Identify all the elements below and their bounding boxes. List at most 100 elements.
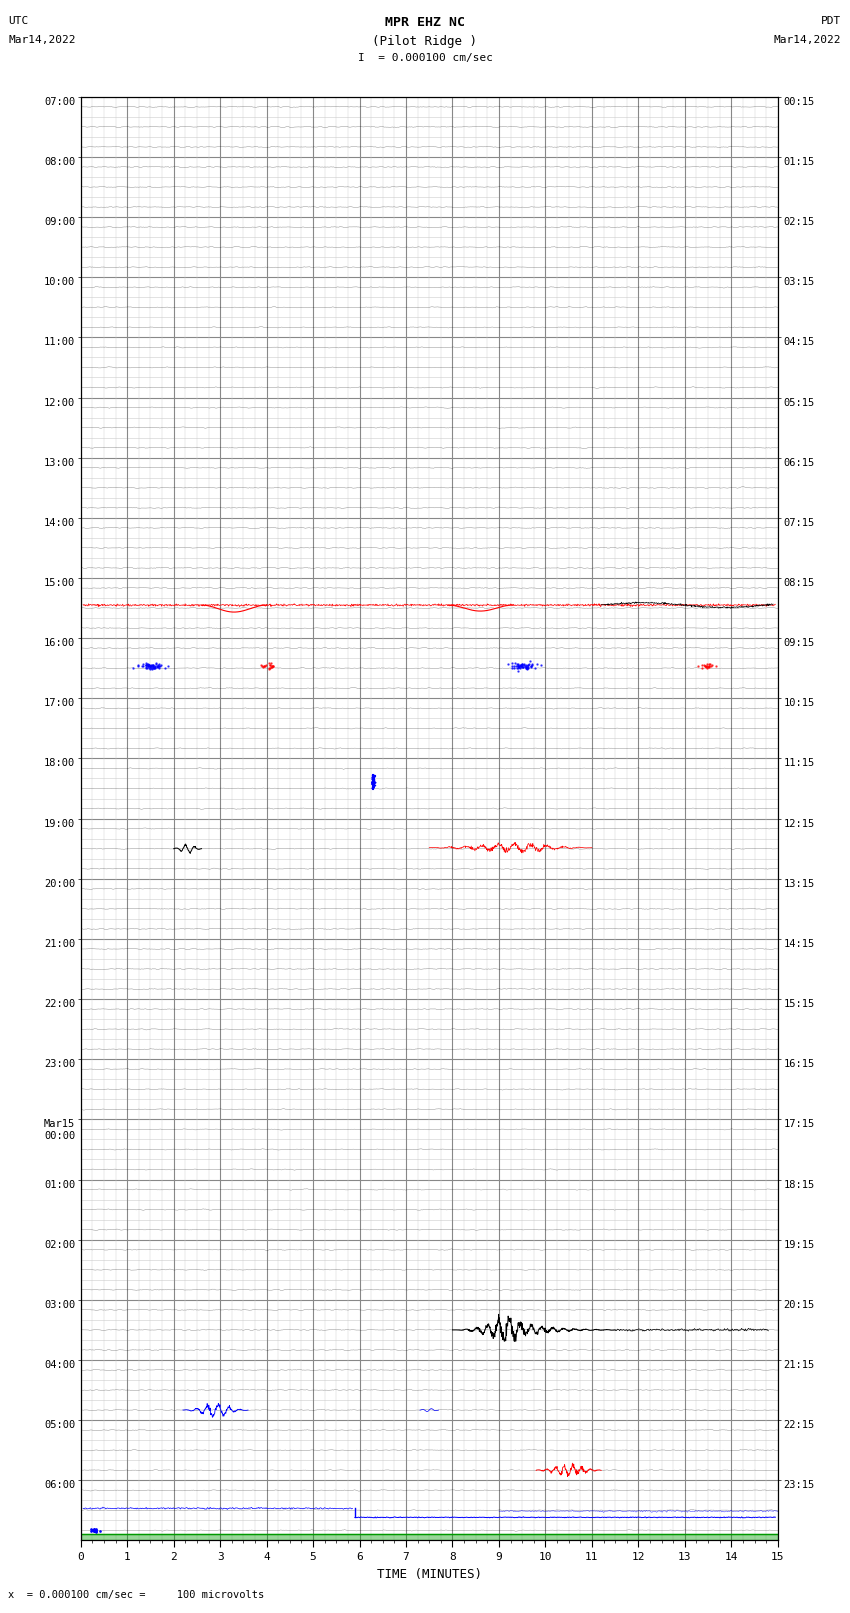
Point [139, 653, 152, 679]
Point [512, 653, 525, 679]
Point [699, 653, 712, 679]
Point [139, 655, 153, 681]
Point [87, 1516, 100, 1542]
Point [141, 653, 155, 679]
Point [147, 655, 161, 681]
Point [519, 655, 533, 681]
Point [507, 655, 521, 681]
Point [507, 653, 521, 679]
Point [137, 650, 150, 676]
Point [514, 652, 528, 677]
Point [154, 652, 167, 677]
Point [87, 1518, 100, 1544]
Point [520, 655, 534, 681]
Point [264, 655, 277, 681]
Point [141, 652, 155, 677]
Point [701, 653, 715, 679]
Point [89, 1519, 103, 1545]
Point [262, 655, 275, 681]
Point [522, 652, 536, 677]
Point [152, 655, 166, 681]
Point [141, 653, 155, 679]
Point [519, 655, 533, 681]
Point [522, 652, 536, 677]
Point [530, 652, 544, 677]
Point [700, 653, 713, 679]
Text: Mar14,2022: Mar14,2022 [8, 35, 76, 45]
Point [512, 652, 525, 677]
Text: x  = 0.000100 cm/sec =     100 microvolts: x = 0.000100 cm/sec = 100 microvolts [8, 1590, 264, 1600]
Point [147, 655, 161, 681]
Point [513, 655, 526, 681]
Point [140, 652, 154, 677]
Point [515, 652, 529, 677]
Point [144, 656, 157, 682]
Point [143, 653, 156, 679]
Point [132, 652, 145, 677]
Point [88, 1518, 102, 1544]
Point [84, 1518, 98, 1544]
Point [709, 653, 722, 679]
Point [142, 653, 156, 679]
Point [256, 653, 269, 679]
Point [265, 653, 279, 679]
Point [501, 652, 514, 677]
Point [151, 653, 165, 679]
Point [258, 653, 272, 679]
Point [535, 652, 548, 677]
Point [264, 655, 278, 681]
Point [150, 653, 164, 679]
Point [706, 652, 719, 677]
Point [702, 653, 716, 679]
Point [146, 655, 160, 681]
Point [699, 653, 712, 679]
Point [524, 653, 537, 679]
Point [515, 655, 529, 681]
Point [266, 653, 280, 679]
Point [149, 652, 162, 677]
Point [139, 652, 153, 677]
Point [265, 655, 279, 681]
Text: UTC: UTC [8, 16, 29, 26]
Point [520, 655, 534, 681]
Point [254, 652, 268, 677]
Point [703, 652, 717, 677]
Point [516, 655, 530, 681]
Point [150, 653, 164, 679]
Point [521, 655, 535, 681]
Point [700, 652, 714, 677]
Point [524, 653, 538, 679]
Text: MPR EHZ NC: MPR EHZ NC [385, 16, 465, 29]
Point [512, 658, 525, 684]
Point [522, 652, 536, 677]
Point [142, 652, 156, 677]
Point [516, 652, 530, 677]
Point [152, 653, 166, 679]
Text: (Pilot Ridge ): (Pilot Ridge ) [372, 35, 478, 48]
Point [700, 655, 713, 681]
Point [144, 653, 158, 679]
Point [264, 652, 277, 677]
Point [519, 653, 533, 679]
Point [702, 653, 716, 679]
Point [511, 655, 524, 681]
Point [135, 653, 149, 679]
Point [88, 1518, 101, 1544]
Point [150, 650, 163, 676]
Point [697, 652, 711, 677]
Text: PDT: PDT [821, 16, 842, 26]
Point [264, 650, 278, 676]
Point [698, 653, 711, 679]
Point [158, 655, 172, 681]
Point [142, 652, 156, 677]
Point [505, 650, 518, 676]
Point [145, 656, 159, 682]
Point [139, 655, 153, 681]
Point [87, 1518, 100, 1544]
Point [142, 652, 156, 677]
Point [511, 653, 524, 679]
Point [510, 655, 524, 681]
Point [139, 650, 153, 676]
Point [142, 655, 156, 681]
X-axis label: TIME (MINUTES): TIME (MINUTES) [377, 1568, 482, 1581]
